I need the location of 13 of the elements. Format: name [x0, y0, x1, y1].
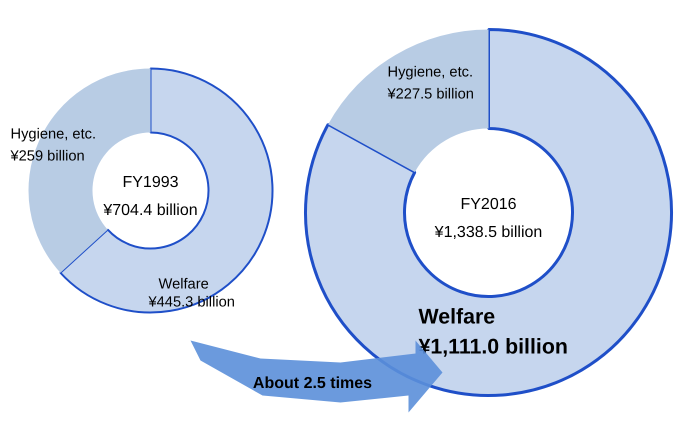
slice-label: Hygiene, etc. [10, 126, 96, 142]
text: ¥1,338.5 billion [434, 224, 542, 241]
data-label: ¥259 billion [10, 148, 85, 164]
text: FY2016 [460, 196, 517, 213]
slice-label: Welfare [418, 304, 496, 328]
slice-label: Welfare [158, 276, 209, 292]
data-label: ¥445.3 billion [148, 294, 235, 310]
slice-label: Hygiene, etc. [388, 64, 474, 80]
data-label: ¥1,111.0 billion [418, 334, 568, 358]
text: FY1993 [122, 174, 179, 191]
text: About 2.5 times [252, 375, 372, 392]
data-label: ¥227.5 billion [386, 86, 474, 102]
text: ¥704.4 billion [102, 202, 198, 219]
